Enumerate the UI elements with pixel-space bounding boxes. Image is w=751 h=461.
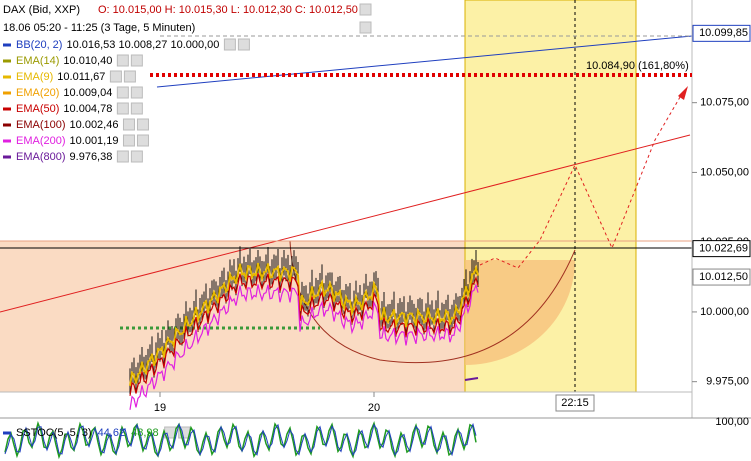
indicator-name: EMA(20) (16, 87, 59, 99)
indicator-values: 9.976,38 (70, 151, 113, 163)
price-marker-label: 10.022,69 (699, 243, 748, 255)
price-marker-label: 10.099,85 (699, 27, 748, 39)
indicator-name: BB(20, 2) (16, 39, 62, 51)
legend-button (109, 70, 122, 83)
legend-button (116, 102, 129, 115)
indicator-values: 10.001,19 (70, 135, 119, 147)
indicator-name: EMA(100) (16, 119, 66, 131)
legend-button (122, 118, 135, 131)
arc-fill (465, 260, 575, 365)
ohlc: O: 10.015,00 H: 10.015,30 L: 10.012,30 C… (98, 4, 358, 16)
indicator-values: 10.016,53 10.008,27 10.000,00 (66, 39, 219, 51)
y-tick-label: 10.050,00 (700, 166, 749, 178)
legend-button (136, 134, 149, 147)
legend-button (130, 102, 143, 115)
cursor-box (555, 394, 595, 412)
legend-button (223, 38, 236, 51)
price-marker-label: 10.012,50 (699, 271, 748, 283)
legend-button (116, 54, 129, 67)
indicator-values: 10.004,78 (63, 103, 112, 115)
oscillator-value: 44,62 (98, 427, 126, 439)
y-tick-label: 9.975,00 (706, 376, 749, 388)
oscillator-line (4, 422, 477, 458)
x-tick-label: 20 (368, 402, 380, 414)
legend-button (136, 118, 149, 131)
indicator-values: 10.010,40 (63, 55, 112, 67)
price-marker (692, 24, 751, 42)
legend-button (116, 150, 129, 163)
indicator-name: EMA(200) (16, 135, 66, 147)
indicator-name: EMA(9) (16, 71, 53, 83)
x-tick-label: 19 (154, 402, 166, 414)
price-marker (692, 240, 751, 258)
indicator-values: 10.011,67 (57, 71, 105, 83)
oscillator-name: SSTOC(5, 5, 3) (16, 427, 92, 439)
legend-button (130, 150, 143, 163)
range: 18.06 05:20 - 11:25 (3 Tage, 5 Minuten) (3, 22, 195, 34)
legend-button (130, 86, 143, 99)
price-marker (692, 268, 751, 286)
indicator-name: EMA(14) (16, 55, 59, 67)
cursor-label: 22:15 (561, 397, 589, 409)
indicator-values: 10.002,46 (70, 119, 119, 131)
projection-arrow (678, 86, 688, 100)
legend-button (359, 3, 372, 16)
oscillator-line (4, 420, 477, 460)
oscillator-value: 48,98 (131, 427, 159, 439)
legend-button (123, 70, 136, 83)
legend-button (237, 38, 250, 51)
legend-button (130, 54, 143, 67)
indicator-values: 10.009,04 (63, 87, 112, 99)
ema-line (129, 262, 479, 386)
fib-label: 10.084,90 (161,80%) (586, 60, 689, 72)
trend-line (0, 134, 691, 313)
trend-line (156, 35, 693, 88)
projection (479, 91, 684, 269)
legend-button (116, 86, 129, 99)
y-tick-label: 10.075,00 (700, 97, 749, 109)
indicator-name: EMA(50) (16, 103, 59, 115)
legend-button (122, 134, 135, 147)
legend: DAX (Bid, XXP) O: 10.015,00 H: 10.015,30… (3, 3, 372, 439)
legend-button (359, 21, 372, 34)
ema-line (129, 272, 479, 396)
y-tick-label: 10.000,00 (700, 306, 749, 318)
indicator-name: EMA(800) (16, 151, 66, 163)
chart-title: DAX (Bid, XXP) (3, 4, 80, 16)
oscillator-tick: 100,00 (715, 416, 749, 428)
ema800-line (464, 377, 479, 381)
ema-line (129, 283, 479, 410)
